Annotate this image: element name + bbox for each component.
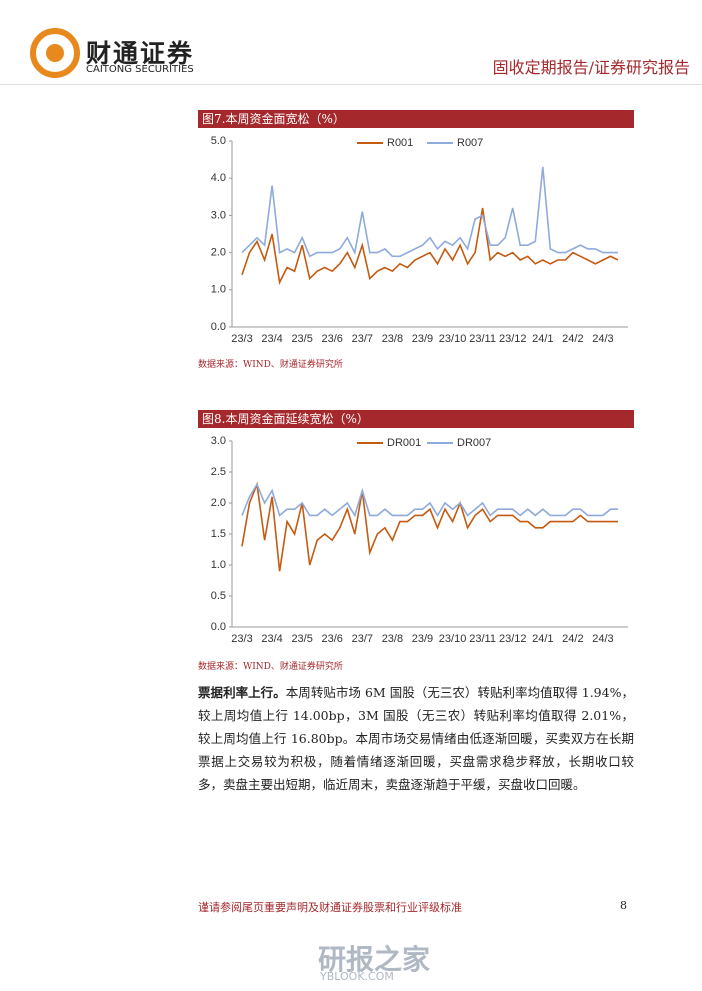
line-series: [241, 207, 619, 285]
y-tick-label: 1.0: [211, 284, 226, 296]
y-tick-label: 2.0: [211, 497, 226, 509]
brand-en: CAITONG SECURITIES: [86, 64, 194, 75]
y-tick-label: 0.5: [211, 590, 226, 602]
chart: 0.0 0.5 1.0 1.5 2.0 2.5 3.0 23/3 23/4 23/5 23/6 23/…: [211, 435, 628, 645]
x-tick-label: 23/6: [322, 333, 343, 345]
x-tick-label: 23/7: [352, 333, 373, 345]
y-tick-label: 3.0: [211, 209, 226, 221]
x-tick-label: 23/12: [499, 633, 527, 645]
paragraph-text: 本周转贴市场 6M 国股（无三农）转贴利率均值取得 1.94%，较上周均值上行 …: [198, 685, 634, 792]
y-tick-label: 0.0: [211, 621, 226, 633]
legend-label: R001: [387, 137, 413, 149]
figure-title: 图7.本周资金面宽松（%）: [198, 110, 634, 128]
figure-title: 图8.本周资金面延续宽松（%）: [198, 410, 634, 428]
watermark-name: 研报之家: [318, 943, 431, 976]
disclaimer: 谨请参阅尾页重要声明及财通证券股票和行业评级标准: [198, 901, 462, 914]
figure-source: 数据来源：WIND、财通证券研究所: [198, 360, 343, 370]
x-tick-label: 24/2: [562, 633, 583, 645]
header-rule: [0, 84, 702, 85]
x-tick-label: 23/4: [261, 633, 282, 645]
line-series: [241, 481, 618, 572]
y-tick-label: 4.0: [211, 172, 226, 184]
x-tick-label: 23/5: [291, 633, 312, 645]
x-tick-label: 24/3: [592, 633, 613, 645]
x-tick-label: 23/10: [439, 333, 467, 345]
x-tick-label: 24/2: [562, 333, 583, 345]
x-tick-label: 23/3: [231, 333, 252, 345]
brand: 财通证券: [86, 39, 195, 68]
x-tick-label: 23/9: [412, 633, 433, 645]
x-tick-label: 24/1: [532, 333, 553, 345]
figure-source: 数据来源：WIND、财通证券研究所: [198, 662, 343, 672]
x-tick-label: 23/7: [352, 633, 373, 645]
y-tick-label: 3.0: [211, 435, 226, 447]
y-tick-label: 2.5: [211, 466, 226, 478]
y-tick-label: 2.0: [211, 247, 226, 259]
x-tick-label: 23/5: [291, 333, 312, 345]
x-tick-label: 23/3: [231, 633, 252, 645]
x-tick-label: 23/11: [469, 633, 496, 645]
legend-label: DR001: [387, 437, 421, 449]
y-tick-label: 0.0: [211, 321, 226, 333]
x-tick-label: 23/8: [382, 333, 403, 345]
x-tick-label: 23/11: [469, 333, 496, 345]
x-tick-label: 23/9: [412, 333, 433, 345]
x-tick-label: 23/6: [322, 633, 343, 645]
legend-label: R007: [457, 137, 483, 149]
x-tick-label: 23/4: [261, 333, 282, 345]
line-series: [241, 482, 618, 518]
logo: [30, 28, 80, 78]
paragraph-lead: 票据利率上行。: [198, 685, 286, 700]
x-tick-label: 23/12: [499, 333, 527, 345]
x-tick-label: 23/8: [382, 633, 403, 645]
y-tick-label: 1.0: [211, 559, 226, 571]
legend-label: DR007: [457, 437, 491, 449]
chart: 0.0 1.0 2.0 3.0 4.0 5.0 23/3 23/4 23/5 23/6 23/7 23…: [211, 135, 628, 345]
y-tick-label: 5.0: [211, 135, 226, 147]
x-tick-label: 24/3: [592, 333, 613, 345]
paragraph: 票据利率上行。本周转贴市场 6M 国股（无三农）转贴利率均值取得 1.94%，较…: [198, 681, 634, 796]
x-tick-label: 23/10: [439, 633, 467, 645]
line-series: [241, 166, 618, 258]
page-number: 8: [620, 899, 627, 912]
watermark-site: YBLOOK.COM: [320, 970, 394, 983]
report-type: 固收定期报告/证券研究报告: [492, 58, 690, 77]
y-tick-label: 1.5: [211, 528, 226, 540]
x-tick-label: 24/1: [532, 633, 553, 645]
